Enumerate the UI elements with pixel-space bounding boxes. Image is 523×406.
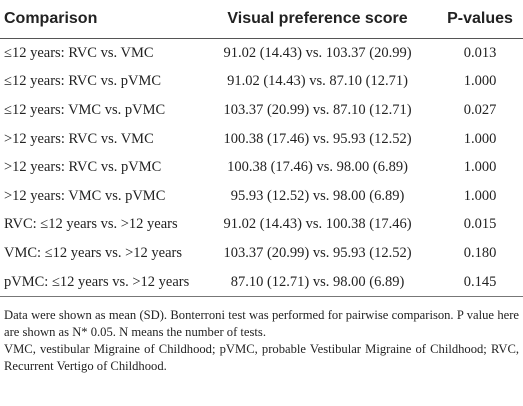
table-cell: pVMC: ≤12 years vs. >12 years bbox=[0, 267, 198, 298]
table-cell: >12 years: RVC vs. pVMC bbox=[4, 159, 162, 176]
table-cell: 0.015 bbox=[463, 216, 497, 233]
table-cell: ≤12 years: VMC vs. pVMC bbox=[4, 101, 166, 118]
header-row: Comparison Visual preference score P-val… bbox=[0, 0, 523, 39]
table-cell: >12 years: RVC vs. VMC bbox=[4, 130, 154, 147]
table-cell: 0.180 bbox=[463, 244, 497, 261]
table-cell: RVC: ≤12 years vs. >12 years bbox=[4, 216, 178, 233]
footnote: Data were shown as mean (SD). Bonterroni… bbox=[4, 308, 519, 340]
table-cell: VMC: ≤12 years vs. >12 years bbox=[4, 244, 183, 261]
table-cell: 1.000 bbox=[463, 73, 497, 90]
table-row: >12 years: RVC vs. VMC 100.38 (17.46) vs.… bbox=[0, 125, 523, 154]
header-cell: Visual preference score bbox=[198, 0, 437, 39]
table-cell: 95.93 (12.52) vs. 98.00 (6.89) bbox=[230, 187, 405, 204]
table-cell: 87.10 (12.71) vs. 98.00 (6.89) bbox=[198, 267, 437, 298]
table-row: ≤12 years: VMC vs. pVMC 103.37 (20.99) vs… bbox=[0, 96, 523, 125]
table-row: RVC: ≤12 years vs. >12 years 91.02 (14.43… bbox=[0, 211, 523, 240]
table-cell: ≤12 years: RVC vs. VMC bbox=[4, 44, 154, 61]
footnote: VMC, vestibular Migraine of Childhood; p… bbox=[4, 341, 519, 373]
table-cell: 0.027 bbox=[463, 101, 497, 118]
table-cell: 103.37 (20.99) vs. 87.10 (12.71) bbox=[223, 101, 412, 118]
table-cell: 91.02 (14.43) vs. 103.37 (20.99) bbox=[223, 44, 412, 61]
table-body: ≤12 years: RVC vs. VMC 91.02 (14.43) vs. … bbox=[0, 39, 523, 298]
table-row: pVMC: ≤12 years vs. >12 years 87.10 (12.7… bbox=[0, 267, 523, 298]
table-cell: 100.38 (17.46) vs. 98.00 (6.89) bbox=[227, 159, 408, 176]
table-row: VMC: ≤12 years vs. >12 years 103.37 (20.9… bbox=[0, 239, 523, 268]
table-cell: 100.38 (17.46) vs. 95.93 (12.52) bbox=[223, 130, 412, 147]
table-cell: 0.013 bbox=[463, 44, 497, 61]
table-row: ≤12 years: RVC vs. VMC 91.02 (14.43) vs. … bbox=[0, 39, 523, 68]
table-row: >12 years: RVC vs. pVMC 100.38 (17.46) vs… bbox=[0, 153, 523, 182]
header-cell: Comparison bbox=[0, 0, 198, 39]
footnotes: Data were shown as mean (SD). Bonterroni… bbox=[0, 297, 523, 374]
table-cell: >12 years: VMC vs. pVMC bbox=[4, 187, 166, 204]
table-cell: 1.000 bbox=[463, 187, 497, 204]
table-cell: 1.000 bbox=[463, 130, 497, 147]
table-row: >12 years: VMC vs. pVMC 95.93 (12.52) vs.… bbox=[0, 182, 523, 211]
table-cell: 91.02 (14.43) vs. 87.10 (12.71) bbox=[227, 73, 408, 90]
header-cell: P-values bbox=[437, 0, 523, 39]
table-cell: 1.000 bbox=[463, 159, 497, 176]
table-row: ≤12 years: RVC vs. pVMC 91.02 (14.43) vs.… bbox=[0, 68, 523, 97]
table-cell: ≤12 years: RVC vs. pVMC bbox=[4, 73, 162, 90]
table-cell: 103.37 (20.99) vs. 95.93 (12.52) bbox=[223, 244, 412, 261]
table-cell: 91.02 (14.43) vs. 100.38 (17.46) bbox=[223, 216, 412, 233]
table-cell: 0.145 bbox=[437, 267, 523, 298]
results-table: Comparison Visual preference score P-val… bbox=[0, 0, 523, 298]
